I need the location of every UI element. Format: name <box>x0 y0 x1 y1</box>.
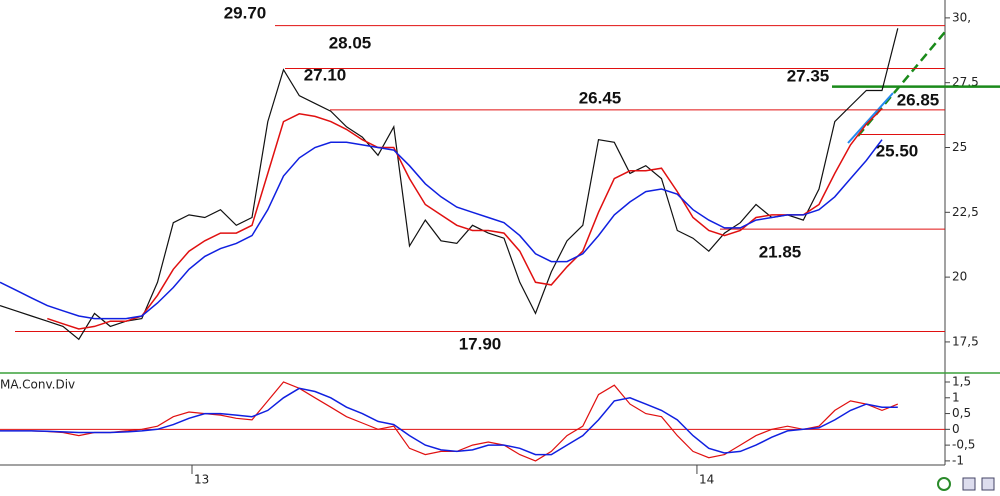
support-label: 27.35 <box>787 66 830 85</box>
level-label: 29.70 <box>224 3 267 22</box>
y-tick-label: 1,5 <box>952 374 971 388</box>
series-line <box>47 108 883 330</box>
y-tick-label: -1 <box>952 453 964 467</box>
x-tick-label: 13 <box>194 473 209 487</box>
level-label: 21.85 <box>759 242 802 261</box>
y-tick-label: 22,5 <box>952 205 979 219</box>
level-label: 28.05 <box>329 33 372 52</box>
y-tick-label: 20 <box>952 270 967 284</box>
series-line <box>0 387 898 456</box>
y-tick-label: 0 <box>952 422 960 436</box>
trend-line <box>847 92 894 144</box>
y-tick-label: 0,5 <box>952 406 971 420</box>
y-tick-label: 30, <box>952 10 971 24</box>
refresh-icon[interactable] <box>937 477 951 491</box>
annotation: 27.10 <box>304 65 347 84</box>
y-tick-label: -0,5 <box>952 438 975 452</box>
y-tick-label: 25 <box>952 140 967 154</box>
level-label: 26.45 <box>579 88 622 107</box>
zoom-icon[interactable] <box>981 477 995 491</box>
annotation: 26.85 <box>897 90 940 109</box>
y-tick-label: 17,5 <box>952 334 979 348</box>
x-tick-label: 14 <box>699 473 714 487</box>
series-line <box>0 28 899 341</box>
y-tick-label: 1 <box>952 390 960 404</box>
level-label: 17.90 <box>459 334 502 353</box>
panel-title: MA.Conv.Div <box>0 378 75 392</box>
level-label: 25.50 <box>876 141 919 160</box>
settings-icon[interactable] <box>962 477 976 491</box>
series-line <box>0 139 883 320</box>
toolbar-icons[interactable] <box>937 477 995 491</box>
